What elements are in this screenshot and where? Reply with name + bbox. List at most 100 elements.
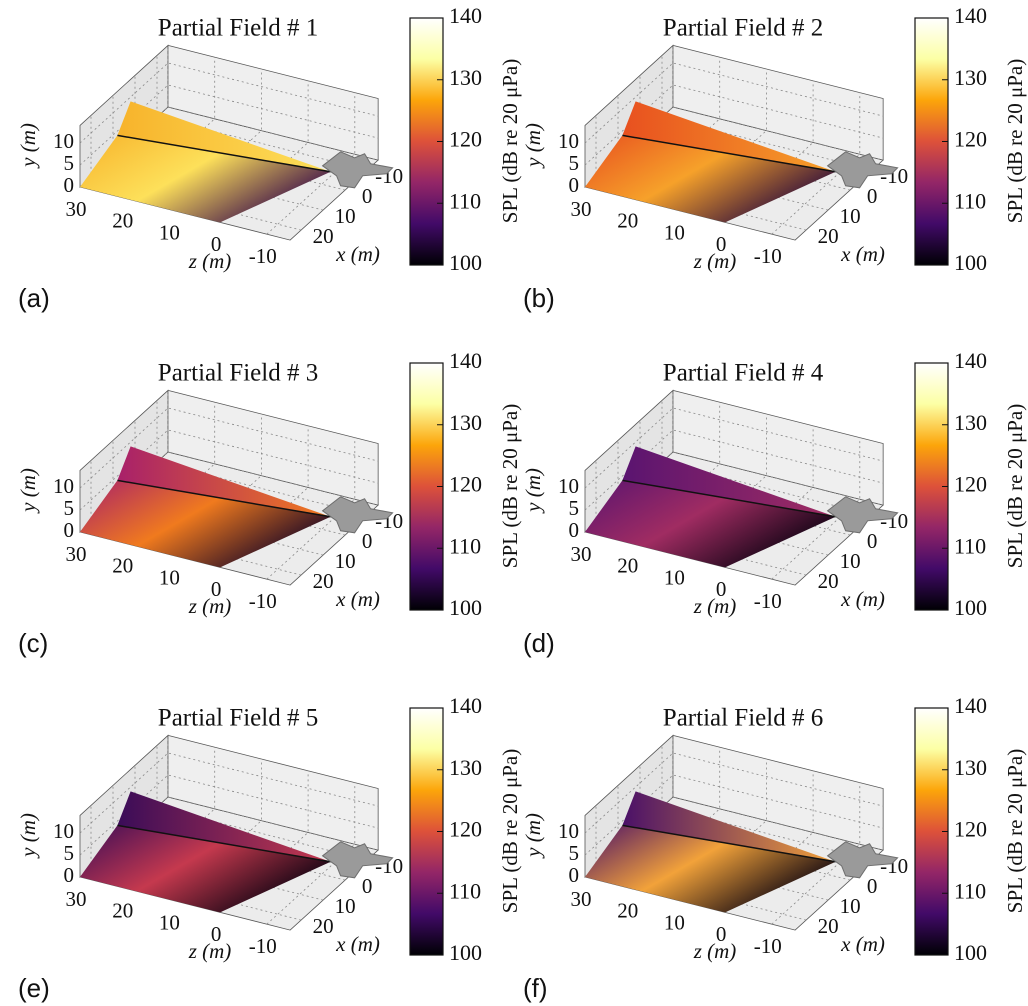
panel-label: (f) [523,973,548,1003]
back-wall [672,389,884,506]
z-tick-label: 20 [617,899,638,923]
y-tick-label: 0 [64,863,75,887]
colorbar-tick-label: 130 [449,755,482,780]
x-tick-label: 10 [335,204,356,228]
colorbar-tick-label: 140 [954,693,987,718]
x-axis-label: x (m) [335,932,380,956]
y-tick-label: 0 [64,518,75,542]
colorbar-tick-label: 110 [449,533,481,558]
x-tick-label: 10 [840,204,861,228]
y-axis-label: y (m) [521,813,545,859]
colorbar-tick-label: 120 [954,127,987,152]
surface-upper [117,446,331,517]
back-wall [167,44,379,161]
colorbar-tick-label: 130 [449,410,482,435]
colorbar-tick-label: 100 [954,940,987,965]
panel-label: (d) [523,628,555,658]
z-tick-label: 10 [159,910,180,934]
y-tick-label: 5 [64,841,75,865]
colorbar-tick-label: 100 [449,250,482,275]
z-tick-label: 30 [66,542,87,566]
surface-upper [622,446,836,517]
y-axis-label: y (m) [16,468,40,514]
y-tick-label: 0 [569,518,580,542]
y-tick-label: 10 [558,129,579,153]
z-axis-label: z (m) [188,249,232,273]
panel-title: Partial Field # 5 [158,705,318,732]
panel-title: Partial Field # 4 [663,360,824,387]
x-tick-label: 0 [867,874,878,898]
z-tick-label: -10 [249,934,277,958]
colorbar-tick-label: 110 [449,878,481,903]
aircraft [826,151,899,189]
surface-lower [80,135,331,223]
panel-title: Partial Field # 3 [158,360,318,387]
z-tick-label: 20 [112,554,133,578]
z-tick-label: 30 [66,197,87,221]
panel: Partial Field # 4(d)30 20 10 0 -10-100102005… [521,348,1027,658]
aircraft [826,496,899,534]
z-tick-label: -10 [249,589,277,613]
colorbar-tick-label: 110 [954,878,986,903]
z-tick-label: -10 [754,589,782,613]
panel-title: Partial Field # 1 [158,15,318,42]
colorbar-tick-label: 120 [954,817,987,842]
y-tick-label: 0 [64,173,75,197]
x-tick-label: 0 [362,184,373,208]
y-tick-label: 10 [53,129,74,153]
aircraft [321,151,394,189]
jet-axis [117,479,331,518]
x-tick-label: 10 [840,549,861,573]
y-axis-label: y (m) [521,123,545,169]
x-tick-label: 20 [313,914,334,938]
colorbar-tick-label: 130 [954,410,987,435]
panel-title: Partial Field # 6 [663,705,823,732]
x-axis-label: x (m) [840,587,885,611]
colorbar-tick-label: 140 [449,3,482,28]
panel: Partial Field # 6(f)30 20 10 0 -10-100102005… [521,693,1027,1003]
y-tick-label: 5 [64,496,75,520]
surface-lower [585,825,836,913]
z-tick-label: 20 [112,899,133,923]
z-tick-label: 30 [571,197,592,221]
panel: Partial Field # 1(a)30 20 10 0 -10-100102005… [16,3,522,313]
colorbar-tick-label: 130 [954,755,987,780]
jet-axis [117,134,331,173]
z-tick-label: 0 [716,232,727,256]
colorbar-tick-label: 140 [954,348,987,373]
jet-axis [117,824,331,863]
y-axis-label: y (m) [16,123,40,169]
x-axis-label: x (m) [335,587,380,611]
z-axis-label: z (m) [188,939,232,963]
x-tick-label: 20 [313,569,334,593]
surface-upper [117,101,331,172]
y-tick-label: 5 [569,496,580,520]
colorbar-tick-label: 120 [954,472,987,497]
y-axis-label: y (m) [521,468,545,514]
jet-axis [622,479,836,518]
z-axis-label: z (m) [693,249,737,273]
colorbar-label: SPL (dB re 20 μPa) [498,404,522,568]
surface-lower [80,480,331,568]
colorbar-label: SPL (dB re 20 μPa) [1003,59,1027,223]
colorbar-label: SPL (dB re 20 μPa) [498,749,522,913]
z-tick-label: 0 [211,577,222,601]
y-tick-label: 0 [569,173,580,197]
z-axis-label: z (m) [693,594,737,618]
x-tick-label: 10 [840,894,861,918]
x-tick-label: 0 [867,184,878,208]
y-tick-label: 0 [569,863,580,887]
x-tick-label: 0 [362,874,373,898]
colorbar-tick-label: 120 [449,472,482,497]
x-tick-label: 0 [362,529,373,553]
colorbar-tick-label: 110 [449,188,481,213]
colorbar-tick-label: 110 [954,188,986,213]
back-wall [167,389,379,506]
colorbar-label: SPL (dB re 20 μPa) [498,59,522,223]
panel-title: Partial Field # 2 [663,15,823,42]
back-wall [672,44,884,161]
panel: Partial Field # 3(c)30 20 10 0 -10-100102005… [16,348,522,658]
surface-lower [80,825,331,913]
y-tick-label: 10 [558,474,579,498]
aircraft [826,841,899,879]
